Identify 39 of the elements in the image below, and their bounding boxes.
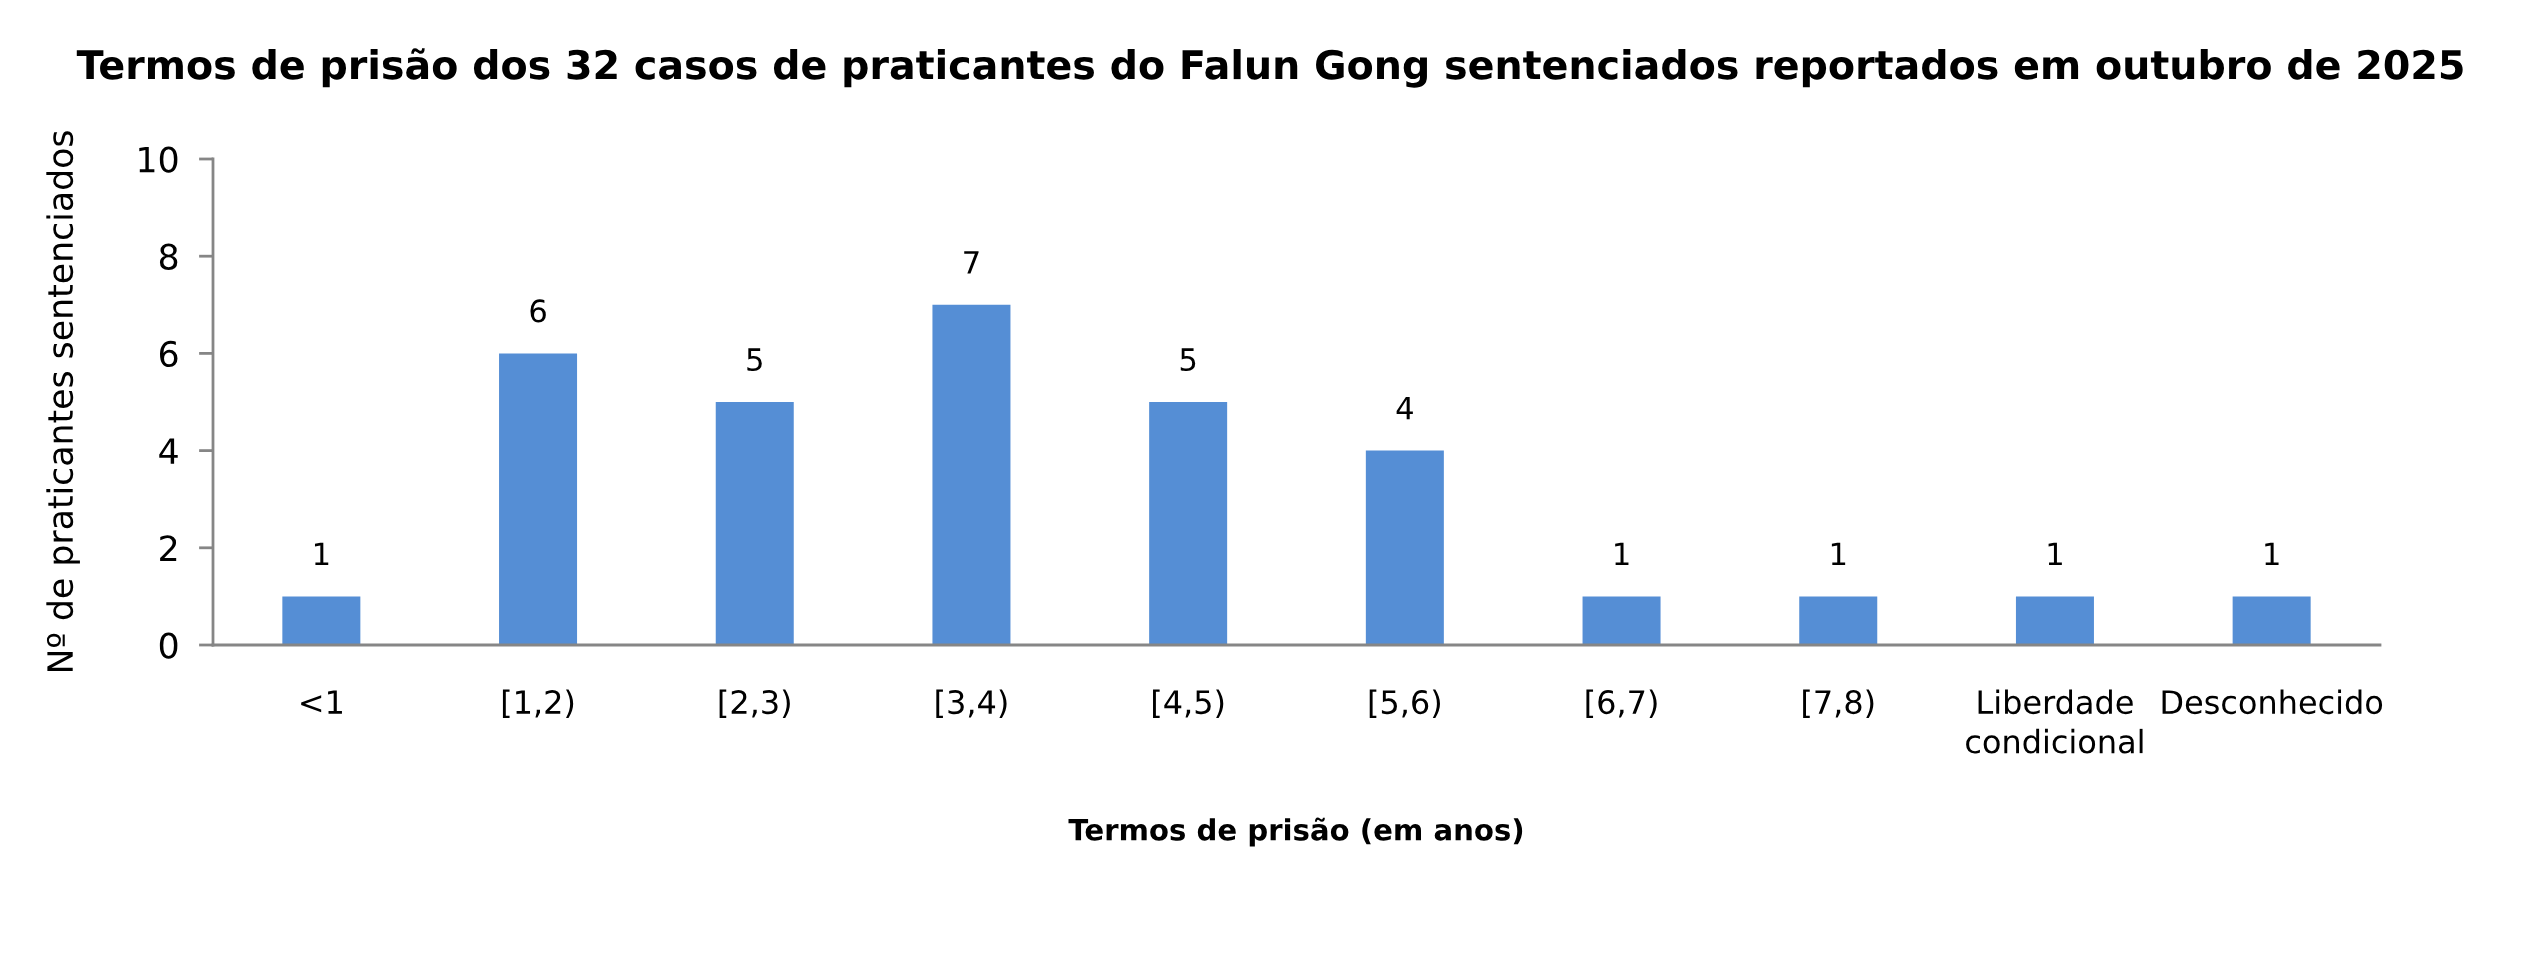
bar: [715, 402, 794, 645]
x-tick-label: [5,6): [1369, 689, 1440, 718]
x-tick-label: [6,7): [1586, 689, 1657, 718]
bar: [932, 304, 1011, 645]
x-tick-label: <1: [301, 690, 342, 714]
y-tick-label: 10: [139, 146, 178, 173]
data-label: 1: [1615, 542, 1629, 566]
data-label: 4: [1396, 396, 1413, 420]
bar: [1582, 596, 1661, 645]
bar: [282, 596, 361, 645]
x-tick-label: Desconhecido: [2162, 689, 2383, 715]
y-tick-label: 6: [160, 340, 178, 368]
data-label: 1: [2265, 542, 2279, 566]
chart-title: Termos de prisão dos 32 casos de praticantes do Falun Gong sentenciados reportados em outubro de 2025: [76, 48, 2463, 88]
data-label: 1: [2048, 542, 2062, 566]
data-label: 6: [530, 299, 546, 323]
bar: [1149, 402, 1228, 645]
bar: [2015, 596, 2094, 645]
data-label: 1: [314, 542, 329, 566]
y-tick-label: 8: [159, 243, 178, 270]
data-label: 5: [747, 348, 762, 372]
data-label: 1: [1831, 542, 1846, 566]
y-tick-label: 2: [160, 535, 177, 561]
x-tick-label: [4,5): [1153, 689, 1224, 718]
x-tick-label: [1,2): [502, 689, 574, 718]
y-tick-label: 0: [159, 632, 178, 659]
y-tick-label: 4: [159, 438, 178, 464]
x-tick-label: [3,4): [936, 689, 1007, 718]
bar: [1799, 596, 1878, 645]
data-label: 7: [964, 251, 979, 274]
data-label: 5: [1180, 348, 1196, 372]
x-tick-label: [7,8): [1803, 689, 1874, 718]
x-tick-label: [2,3): [719, 689, 790, 718]
bar: [499, 353, 578, 645]
x-tick-label: Liberdade condicional: [1966, 689, 2143, 754]
x-axis-title: Termos de prisão (em anos): [1068, 817, 1523, 847]
bar: [1365, 450, 1444, 645]
y-axis-title: Nº de praticantes sentenciados: [46, 131, 80, 672]
bar: [2232, 596, 2311, 645]
